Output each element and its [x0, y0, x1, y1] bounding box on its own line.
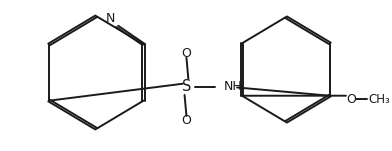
Text: O: O	[181, 114, 191, 127]
Text: O: O	[181, 47, 191, 59]
Text: NH: NH	[224, 80, 243, 93]
Text: CH₃: CH₃	[368, 93, 390, 106]
Text: O: O	[347, 93, 356, 106]
Text: N: N	[106, 12, 115, 25]
Text: S: S	[182, 79, 191, 94]
